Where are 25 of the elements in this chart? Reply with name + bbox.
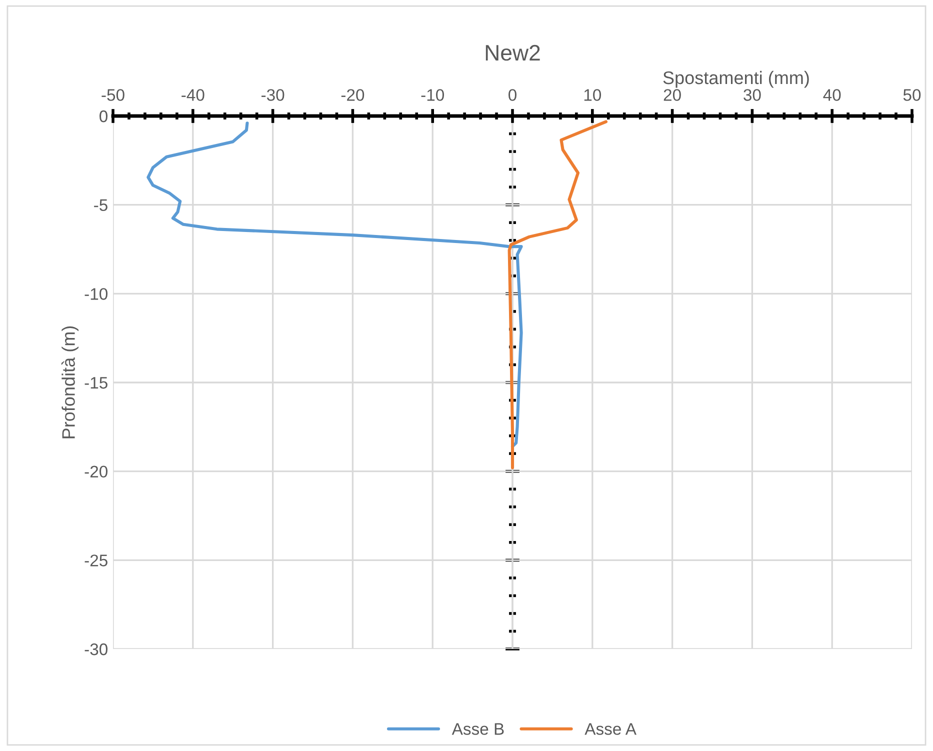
x-tick-label: -40 bbox=[182, 89, 204, 101]
x-tick-label: -20 bbox=[341, 89, 364, 101]
x-tick-label: 20 bbox=[664, 89, 681, 101]
x-tick-label: 40 bbox=[823, 89, 841, 101]
y-tick-label: -5 bbox=[94, 199, 108, 212]
x-tick-label: 50 bbox=[903, 89, 921, 101]
y-tick-label: -25 bbox=[84, 554, 108, 566]
x-tick-label: 30 bbox=[744, 89, 761, 101]
x-tick-label: 10 bbox=[584, 89, 602, 101]
x-axis-title: Spostamenti (mm) bbox=[663, 70, 809, 88]
x-tick-label: -30 bbox=[261, 89, 284, 101]
x-tick-label: -50 bbox=[102, 89, 124, 101]
y-tick-label: -20 bbox=[84, 466, 108, 478]
line-series bbox=[508, 120, 608, 470]
y-axis-title: Profondità (m) bbox=[61, 326, 78, 438]
chart-title: New2 bbox=[486, 44, 540, 61]
y-tick-label: 0 bbox=[100, 110, 108, 122]
x-tick-label: 0 bbox=[508, 89, 516, 101]
y-tick-label: -15 bbox=[84, 377, 108, 389]
y-tick-label: -30 bbox=[84, 643, 108, 656]
legend-label: Asse A bbox=[584, 723, 636, 735]
x-tick-label: -10 bbox=[421, 89, 444, 101]
y-tick-label: -10 bbox=[84, 288, 108, 300]
line-series bbox=[146, 122, 523, 448]
legend-label: Asse B bbox=[452, 723, 504, 735]
